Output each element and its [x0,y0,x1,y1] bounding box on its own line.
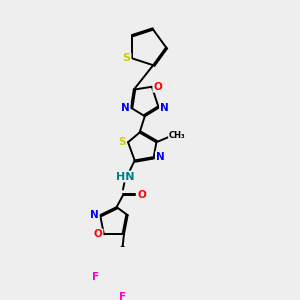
Text: O: O [137,190,146,200]
Text: F: F [119,292,126,300]
Text: O: O [94,230,103,239]
Text: CH₃: CH₃ [169,131,185,140]
Text: O: O [153,82,162,92]
Text: S: S [118,137,126,147]
Text: N: N [160,103,169,113]
Text: N: N [156,152,165,162]
Text: N: N [121,103,130,113]
Text: HN: HN [116,172,135,182]
Text: S: S [123,53,130,63]
Text: F: F [92,272,99,282]
Text: N: N [90,210,99,220]
